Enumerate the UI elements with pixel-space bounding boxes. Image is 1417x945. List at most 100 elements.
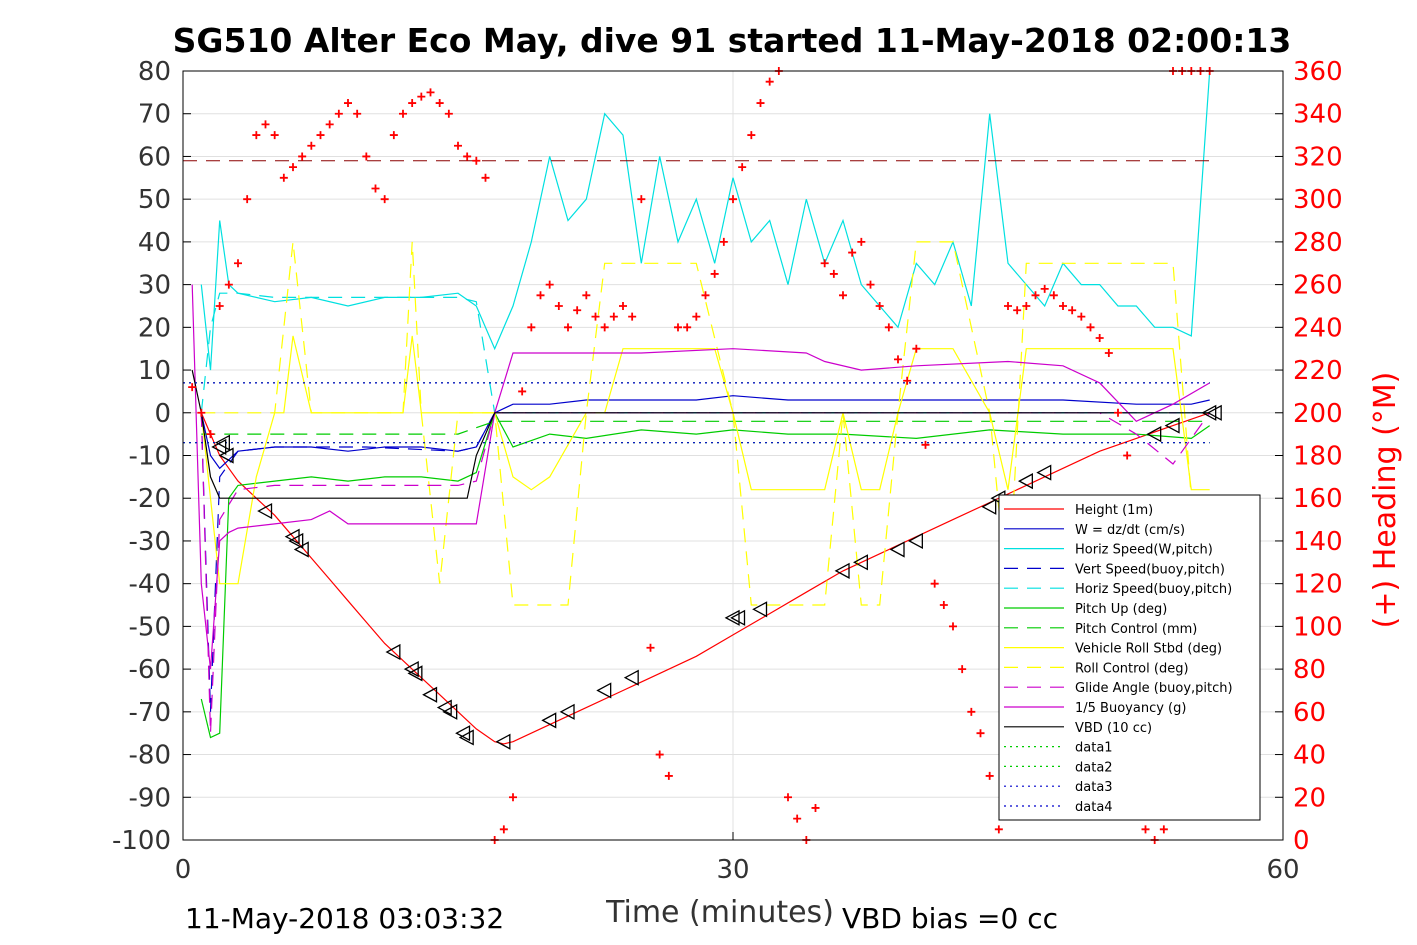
heading-point — [1077, 312, 1086, 321]
y-tick-label: 20 — [138, 313, 171, 343]
heading-point — [884, 323, 893, 332]
heading-point — [472, 156, 481, 165]
y-tick-label: 60 — [138, 142, 171, 172]
legend-label: Horiz Speed(W,pitch) — [1075, 543, 1213, 558]
triangle-marker — [752, 601, 768, 618]
triangle-marker — [596, 682, 612, 699]
x-tick-label: 30 — [716, 855, 749, 885]
heading-point — [316, 131, 325, 140]
legend-label: data3 — [1075, 780, 1113, 795]
legend-label: data2 — [1075, 760, 1113, 775]
heading-point — [362, 152, 371, 161]
heading-point — [1114, 408, 1122, 417]
y-tick-label: 0 — [154, 399, 171, 429]
heading-point — [866, 280, 875, 289]
heading-point — [252, 131, 261, 140]
y2-tick-label: 300 — [1293, 185, 1343, 215]
heading-point — [435, 99, 444, 108]
y2-tick-label: 360 — [1293, 57, 1343, 87]
heading-point — [839, 291, 847, 300]
heading-point — [298, 152, 307, 161]
y-tick-label: 50 — [138, 185, 171, 215]
heading-point — [417, 92, 426, 101]
legend-label: Vert Speed(buoy,pitch) — [1075, 562, 1225, 577]
heading-point — [307, 141, 316, 150]
y-tick-label: 40 — [138, 228, 171, 258]
triangle-marker — [288, 532, 304, 550]
heading-point — [701, 291, 710, 300]
heading-point — [1123, 451, 1132, 460]
y2-tick-label: 320 — [1293, 142, 1343, 172]
legend-label: VBD (10 cc) — [1075, 721, 1152, 736]
triangle-marker — [1017, 473, 1033, 490]
triangle-marker — [403, 661, 419, 678]
heading-point — [683, 323, 692, 332]
heading-point — [334, 109, 343, 118]
x-axis-label: Time (minutes) — [605, 895, 834, 930]
triangle-marker — [218, 447, 234, 464]
heading-point — [206, 430, 215, 439]
heading-point — [1022, 301, 1031, 310]
triangle-marker — [214, 434, 230, 451]
legend-label: Roll Control (deg) — [1075, 661, 1189, 676]
heading-point — [188, 383, 197, 392]
heading-point — [646, 643, 655, 652]
triangle-marker — [1036, 464, 1052, 481]
heading-point — [738, 163, 747, 172]
heading-point — [527, 323, 536, 332]
y2-tick-label: 340 — [1293, 100, 1343, 130]
y-tick-label: -20 — [129, 484, 171, 514]
legend-entries: Height (1m) W = dz/dt (cm/s) Horiz Speed(W… — [1004, 503, 1233, 815]
y2-tick-label: 100 — [1293, 612, 1343, 642]
y2-tick-label: 220 — [1293, 356, 1343, 386]
y-tick-labels: 80 70 60 50 40 30 20 10 0 -10 -20 -30 -40 -50 -60 -70 -8… — [112, 57, 191, 856]
heading-point — [710, 269, 719, 278]
series-line-9 — [200, 412, 1211, 734]
y2-tick-label: 0 — [1293, 826, 1310, 856]
series-line-3 — [200, 412, 1210, 712]
heading-point — [719, 237, 728, 246]
chart-title: SG510 Alter Eco May, dive 91 started 11-… — [173, 21, 1292, 60]
triangle-marker — [834, 562, 850, 579]
y-tick-label: -90 — [129, 783, 171, 813]
heading-point — [784, 793, 792, 802]
heading-point — [930, 579, 939, 588]
series-line-5 — [200, 411, 1211, 739]
y2-tick-label: 180 — [1293, 442, 1343, 472]
heading-point — [325, 120, 334, 129]
triangle-marker — [889, 541, 905, 558]
heading-point — [820, 259, 829, 268]
x-tick-labels: 0 30 60 — [175, 832, 1300, 885]
triangle-marker — [1206, 404, 1222, 421]
legend-label: Pitch Control (mm) — [1075, 622, 1197, 637]
heading-point — [1031, 291, 1040, 300]
heading-point — [848, 248, 857, 257]
triangle-marker — [1146, 426, 1162, 443]
heading-point — [454, 141, 462, 150]
heading-point — [564, 323, 572, 332]
triangle-layer — [211, 404, 1222, 750]
heading-point — [674, 323, 682, 332]
heading-point — [875, 301, 884, 310]
heading-point — [444, 109, 453, 118]
y2-tick-labels: 3603403203002802602402202001801601401201… — [1275, 57, 1343, 856]
heading-point — [921, 440, 930, 449]
y-tick-label: 30 — [138, 271, 171, 301]
triangle-marker — [981, 498, 997, 515]
y-tick-label: 80 — [138, 57, 171, 87]
heading-point — [829, 269, 838, 278]
triangle-marker — [907, 532, 923, 550]
heading-point — [1086, 323, 1095, 332]
heading-point — [903, 376, 912, 385]
heading-point — [509, 793, 517, 802]
heading-point — [234, 259, 242, 268]
y-tick-label: -70 — [129, 698, 171, 728]
y2-tick-label: 280 — [1293, 228, 1343, 258]
heading-point — [408, 99, 417, 108]
y2-tick-label: 240 — [1293, 313, 1343, 343]
series-line-8 — [201, 241, 1210, 606]
y-tick-label: -40 — [129, 570, 171, 600]
heading-point — [499, 825, 508, 834]
heading-point — [1059, 301, 1067, 310]
